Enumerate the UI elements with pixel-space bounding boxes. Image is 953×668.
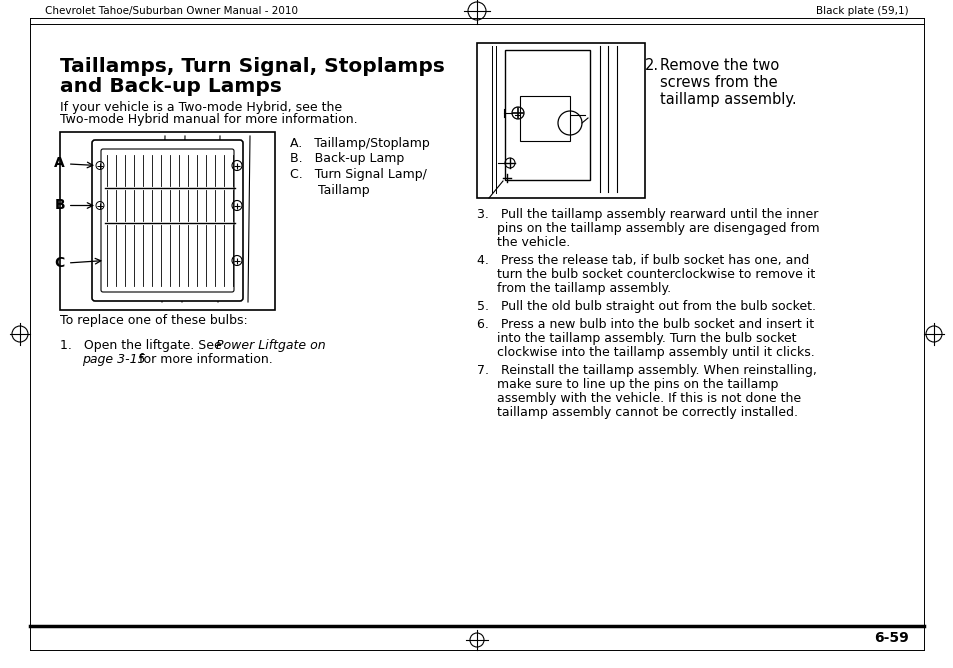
Bar — [519, 96, 569, 141]
Text: B.   Back-up Lamp: B. Back-up Lamp — [290, 152, 404, 166]
Text: 5.   Pull the old bulb straight out from the bulb socket.: 5. Pull the old bulb straight out from t… — [476, 300, 815, 313]
Text: Power Liftgate on: Power Liftgate on — [215, 339, 325, 352]
Text: To replace one of these bulbs:: To replace one of these bulbs: — [60, 315, 248, 327]
Text: 1.   Open the liftgate. See: 1. Open the liftgate. See — [60, 339, 226, 352]
Text: into the taillamp assembly. Turn the bulb socket: into the taillamp assembly. Turn the bul… — [476, 332, 796, 345]
Text: A.   Taillamp/Stoplamp: A. Taillamp/Stoplamp — [290, 136, 429, 150]
Text: and Back-up Lamps: and Back-up Lamps — [60, 77, 281, 96]
Text: assembly with the vehicle. If this is not done the: assembly with the vehicle. If this is no… — [476, 392, 801, 405]
Bar — [504, 50, 589, 180]
Text: Black plate (59,1): Black plate (59,1) — [816, 6, 908, 16]
Text: B: B — [54, 198, 92, 212]
FancyBboxPatch shape — [91, 140, 243, 301]
Text: 3.   Pull the taillamp assembly rearward until the inner: 3. Pull the taillamp assembly rearward u… — [476, 208, 818, 221]
Text: taillamp assembly cannot be correctly installed.: taillamp assembly cannot be correctly in… — [476, 406, 797, 419]
Text: pins on the taillamp assembly are disengaged from: pins on the taillamp assembly are diseng… — [476, 222, 819, 235]
Text: clockwise into the taillamp assembly until it clicks.: clockwise into the taillamp assembly unt… — [476, 346, 814, 359]
Text: C: C — [54, 257, 101, 271]
Text: Chevrolet Tahoe/Suburban Owner Manual - 2010: Chevrolet Tahoe/Suburban Owner Manual - … — [45, 6, 297, 16]
Text: Two-mode Hybrid manual for more information.: Two-mode Hybrid manual for more informat… — [60, 114, 357, 126]
Text: turn the bulb socket counterclockwise to remove it: turn the bulb socket counterclockwise to… — [476, 268, 815, 281]
Text: Remove the two: Remove the two — [659, 58, 779, 73]
Text: from the taillamp assembly.: from the taillamp assembly. — [476, 282, 670, 295]
Text: screws from the: screws from the — [659, 75, 777, 90]
Text: taillamp assembly.: taillamp assembly. — [659, 92, 796, 107]
Text: 7.   Reinstall the taillamp assembly. When reinstalling,: 7. Reinstall the taillamp assembly. When… — [476, 364, 816, 377]
Text: page 3-15: page 3-15 — [82, 353, 146, 366]
Text: make sure to line up the pins on the taillamp: make sure to line up the pins on the tai… — [476, 378, 778, 391]
Text: Taillamp: Taillamp — [290, 184, 369, 198]
FancyBboxPatch shape — [101, 149, 233, 292]
Text: for more information.: for more information. — [135, 353, 273, 366]
Text: 4.   Press the release tab, if bulb socket has one, and: 4. Press the release tab, if bulb socket… — [476, 254, 808, 267]
Text: 2.: 2. — [644, 58, 659, 73]
Text: C.   Turn Signal Lamp/: C. Turn Signal Lamp/ — [290, 168, 426, 182]
Text: the vehicle.: the vehicle. — [476, 236, 570, 249]
Bar — [60, 132, 274, 310]
Text: If your vehicle is a Two-mode Hybrid, see the: If your vehicle is a Two-mode Hybrid, se… — [60, 100, 342, 114]
Text: 6.   Press a new bulb into the bulb socket and insert it: 6. Press a new bulb into the bulb socket… — [476, 318, 813, 331]
Bar — [476, 43, 644, 198]
Text: 6-59: 6-59 — [873, 631, 908, 645]
Text: Taillamps, Turn Signal, Stoplamps: Taillamps, Turn Signal, Stoplamps — [60, 57, 444, 75]
Text: A: A — [54, 156, 92, 170]
